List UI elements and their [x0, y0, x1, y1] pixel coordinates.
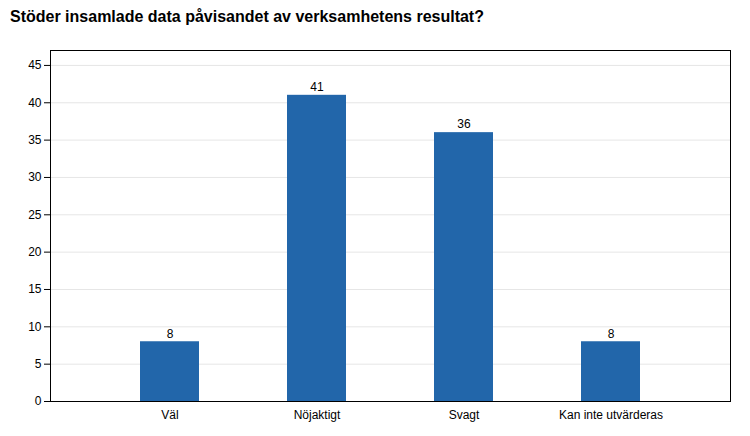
html-text:Stöder insamlade data påvisand: Stöder insamlade data påvisandet av verk… [10, 8, 484, 25]
svg-text:10: 10 [28, 320, 42, 334]
svg-text:15: 15 [28, 282, 42, 296]
svg-text:40: 40 [28, 96, 42, 110]
svg-text:8: 8 [167, 327, 174, 341]
svg-text:36: 36 [457, 117, 471, 131]
svg-text:35: 35 [28, 133, 42, 147]
svg-text:45: 45 [28, 58, 42, 72]
svg-text:Svagt: Svagt [449, 408, 480, 422]
svg-text:20: 20 [28, 245, 42, 259]
svg-text:8: 8 [608, 327, 615, 341]
svg-text:Nöjaktigt: Nöjaktigt [294, 408, 341, 422]
svg-text:Väl: Väl [161, 408, 178, 422]
svg-text:30: 30 [28, 170, 42, 184]
svg-text:5: 5 [35, 357, 42, 371]
svg-text:41: 41 [310, 80, 324, 94]
svg-text:25: 25 [28, 208, 42, 222]
svg-text:0: 0 [35, 394, 42, 408]
svg-text:Kan inte utvärderas: Kan inte utvärderas [559, 408, 663, 422]
